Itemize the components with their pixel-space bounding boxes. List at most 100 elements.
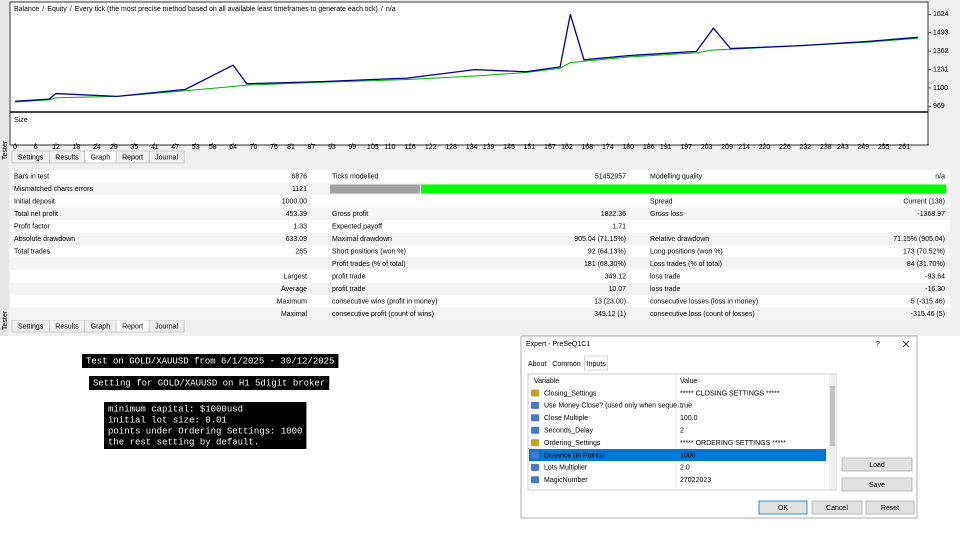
header-text: Every tick (the most precise method base… [75, 6, 378, 13]
report-cell: Ticks modelled [332, 173, 379, 180]
tab-label[interactable]: Results [55, 154, 79, 161]
tab-label[interactable]: Report [122, 323, 143, 330]
button[interactable] [865, 500, 915, 515]
dialog-tab-label[interactable]: About [528, 361, 546, 368]
x-tick-label: 243 [837, 144, 849, 151]
report-cell: n/a [935, 173, 945, 180]
button-label[interactable]: Save [869, 482, 885, 489]
x-tick-label: 24 [93, 144, 101, 151]
input-value[interactable]: 2.0 [680, 465, 690, 472]
dialog-tab-label[interactable]: Common [552, 361, 581, 368]
dialog-tab-label[interactable]: Inputs [587, 361, 607, 368]
header-separator: / [42, 6, 44, 13]
report-cell: Profit factor [14, 223, 50, 230]
note-line: Setting for GOLD/XAUUSD on H1 5digit bro… [93, 378, 325, 388]
note-box [89, 376, 330, 390]
button-label[interactable]: Load [869, 462, 885, 469]
report-cell: 1.33 [293, 223, 307, 230]
tab[interactable] [148, 150, 185, 164]
x-tick-label: 58 [209, 144, 217, 151]
input-icon [531, 463, 539, 471]
note-box [82, 354, 339, 368]
report-cell: Average [281, 286, 307, 293]
input-name[interactable]: MagicNumber [544, 477, 588, 484]
input-name[interactable]: Ordering_Settings [544, 440, 601, 447]
tab-label[interactable]: Journal [155, 154, 178, 161]
input-name[interactable]: Close Multiple [544, 415, 588, 422]
note-line: Test on GOLD/XAUUSD from 6/1/2025 - 30/1… [86, 356, 334, 366]
x-tick-label: 174 [602, 144, 614, 151]
report-cell: consecutive wins (profit in money) [332, 298, 437, 305]
x-tick-label: 226 [779, 144, 791, 151]
x-tick-label: 214 [738, 144, 750, 151]
button[interactable] [758, 500, 808, 515]
report-cell: -315.46 (5) [911, 311, 945, 318]
report-row [10, 232, 950, 245]
report-cell: 905.04 (71.15%) [574, 236, 626, 243]
report-cell: 633.09 [286, 236, 308, 243]
tab-label[interactable]: Results [55, 323, 79, 330]
x-tick-label: 53 [192, 144, 200, 151]
input-value[interactable]: ***** CLOSING SETTINGS ***** [680, 390, 780, 397]
report-cell: profit trade [332, 286, 366, 293]
y-tick-label: 1231 [933, 66, 949, 73]
report-cell: consecutive profit (count of wins) [332, 311, 434, 318]
tab-label[interactable]: Report [122, 154, 143, 161]
x-tick-label: 93 [328, 144, 336, 151]
input-name[interactable]: Closing_Settings [544, 390, 597, 397]
input-value[interactable]: 2 [680, 428, 684, 435]
dialog-tab[interactable] [584, 355, 609, 371]
input-icon [531, 401, 539, 409]
quality-bar-gray [330, 184, 420, 194]
report-cell: 5 (-315.46) [911, 298, 945, 305]
x-tick-label: 105 [367, 144, 379, 151]
tab-label[interactable]: Settings [18, 323, 44, 330]
scrollbar-thumb[interactable] [830, 386, 835, 446]
y-tick-label: 969 [933, 103, 945, 110]
side-label: Tester [2, 140, 9, 160]
report-cell: -16.30 [925, 286, 945, 293]
report-cell: Gross profit [332, 211, 368, 218]
x-tick-label: 186 [643, 144, 655, 151]
input-name[interactable]: Use Money Close? (used only when seque..… [544, 403, 683, 410]
button[interactable] [811, 500, 863, 515]
input-name[interactable]: Seconds_Delay [544, 428, 594, 435]
tab-label[interactable]: Graph [91, 323, 111, 330]
report-cell: -1368.97 [917, 211, 945, 218]
x-tick-label: 220 [759, 144, 771, 151]
report-cell: Relative drawdown [650, 236, 709, 243]
report-cell: Loss trades (% of total) [650, 261, 722, 268]
input-name[interactable]: Lots Multiplier [544, 465, 588, 472]
tab-label[interactable]: Journal [155, 323, 178, 330]
report-cell: 13 (23.00) [594, 298, 626, 305]
tab-label[interactable]: Settings [18, 154, 44, 161]
report-cell: loss trade [650, 273, 680, 280]
button-label[interactable]: Cancel [826, 505, 848, 512]
tab-label[interactable]: Graph [91, 154, 111, 161]
selected-row[interactable] [529, 449, 826, 461]
input-icon [531, 389, 539, 397]
button-label[interactable]: Reset [881, 505, 899, 512]
report-row [10, 170, 950, 183]
input-value[interactable]: 1000 [680, 452, 696, 459]
y-tick-label: 1624 [933, 11, 949, 18]
x-tick-label: 81 [287, 144, 295, 151]
input-value[interactable]: 27022023 [680, 477, 711, 484]
input-value[interactable]: ***** ORDERING SETTINGS ***** [680, 440, 786, 447]
input-value[interactable]: true [680, 403, 692, 410]
input-icon [531, 476, 539, 484]
close-icon[interactable] [902, 340, 910, 348]
button[interactable] [841, 477, 913, 492]
report-cell: loss trade [650, 286, 680, 293]
report-row [10, 207, 950, 220]
button[interactable] [841, 457, 913, 472]
report-cell: Maximal [281, 311, 308, 318]
input-name[interactable]: Distance (in Points) [544, 452, 605, 459]
help-button[interactable]: ? [876, 341, 880, 348]
input-value[interactable]: 100.0 [680, 415, 698, 422]
report-cell: 6876 [291, 173, 307, 180]
report-cell: Initial deposit [14, 198, 55, 205]
x-tick-label: 128 [445, 144, 457, 151]
button-label[interactable]: OK [778, 505, 788, 512]
